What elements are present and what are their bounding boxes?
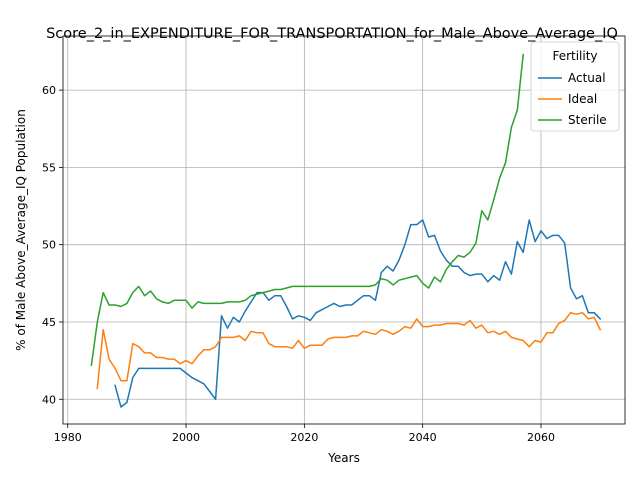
- chart-title: Score_2_in_EXPENDITURE_FOR_TRANSPORTATIO…: [46, 26, 618, 42]
- y-axis-ticks: 40 45 50 55 60: [42, 84, 63, 406]
- y-tick-label: 40: [42, 393, 56, 406]
- series-line-sterile: [90, 53, 525, 367]
- legend-entries: Actual Ideal Sterile: [538, 71, 607, 127]
- series-layer: [90, 53, 602, 408]
- y-tick-label: 45: [42, 316, 56, 329]
- x-tick-label: 2040: [409, 431, 437, 444]
- legend-box: [530, 41, 620, 132]
- x-axis-ticks: 1980 2000 2020 2040 2060: [54, 424, 555, 444]
- y-tick-label: 55: [42, 161, 56, 174]
- series-line-actual: [114, 219, 602, 408]
- x-axis-label: Years: [327, 451, 360, 465]
- y-tick-label: 60: [42, 84, 56, 97]
- legend-label-actual: Actual: [568, 71, 606, 85]
- y-tick-label: 50: [42, 239, 56, 252]
- x-tick-label: 2060: [527, 431, 555, 444]
- legend-label-sterile: Sterile: [568, 113, 607, 127]
- plot-area-frame: [62, 35, 626, 425]
- series-line-ideal: [96, 311, 602, 390]
- legend-title: Fertility: [552, 49, 597, 63]
- x-tick-label: 2000: [172, 431, 200, 444]
- legend-label-ideal: Ideal: [568, 92, 597, 106]
- y-axis-label: % of Male Above_Average_IQ Population: [14, 109, 28, 351]
- x-tick-label: 1980: [54, 431, 82, 444]
- x-tick-label: 2020: [290, 431, 318, 444]
- legend: Fertility Actual Ideal Sterile: [530, 41, 620, 132]
